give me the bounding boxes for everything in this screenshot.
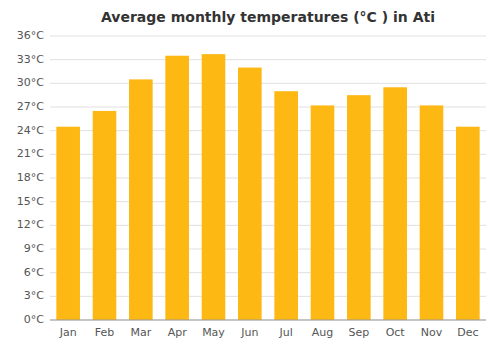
y-tick-label: 12°C (17, 218, 44, 231)
y-tick-label: 18°C (17, 171, 44, 184)
bar (383, 87, 407, 320)
chart-svg: Average monthly temperatures (°C ) in At… (0, 0, 500, 350)
bar (93, 111, 117, 320)
x-tick-label: Mar (130, 326, 151, 339)
y-tick-label: 9°C (24, 242, 44, 255)
x-tick-label: Aug (312, 326, 333, 339)
y-tick-label: 24°C (17, 124, 44, 137)
chart-title: Average monthly temperatures (°C ) in At… (101, 9, 435, 25)
bar (165, 56, 189, 320)
y-tick-label: 27°C (17, 100, 44, 113)
y-tick-label: 36°C (17, 29, 44, 42)
bar (274, 91, 298, 320)
x-tick-label: Feb (95, 326, 114, 339)
bars (56, 54, 479, 320)
grid-line (50, 36, 486, 37)
bar (311, 105, 335, 320)
bar (56, 127, 80, 320)
y-tick-label: 3°C (24, 289, 44, 302)
grid (50, 36, 486, 320)
y-tick-label: 0°C (24, 313, 44, 326)
bar (238, 68, 262, 320)
x-tick-label: Jul (279, 326, 293, 339)
x-tick-label: Jan (59, 326, 77, 339)
y-tick-label: 21°C (17, 147, 44, 160)
x-tick-label: Dec (457, 326, 478, 339)
y-tick-label: 6°C (24, 266, 44, 279)
y-axis: 0°C 3°C 6°C 9°C 12°C 15°C 18°C 21°C 24°C 27°C 30°C… (17, 29, 44, 326)
y-tick-label: 15°C (17, 195, 44, 208)
x-axis: Jan Feb Mar Apr May Jun Jul Aug Sep Oct Nov Dec (50, 320, 486, 339)
x-tick-label: Nov (421, 326, 443, 339)
y-tick-label: 33°C (17, 53, 44, 66)
bar (129, 79, 153, 320)
x-tick-label: Oct (386, 326, 406, 339)
x-tick-label: Jun (240, 326, 258, 339)
bar (420, 105, 444, 320)
grid-line (50, 83, 486, 84)
chart-container: Average monthly temperatures (°C ) in At… (0, 0, 500, 350)
x-tick-label: Sep (348, 326, 369, 339)
bar (456, 127, 480, 320)
x-tick-label: May (202, 326, 225, 339)
grid-line (50, 320, 486, 321)
bar (347, 95, 371, 320)
x-tick-label: Apr (168, 326, 188, 339)
x-axis-line (50, 320, 486, 321)
y-tick-label: 30°C (17, 76, 44, 89)
grid-line (50, 59, 486, 60)
bar (202, 54, 226, 320)
